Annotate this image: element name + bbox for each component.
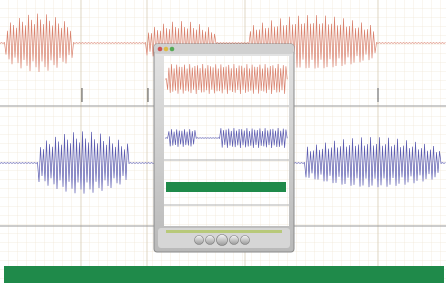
end-button[interactable] xyxy=(241,236,250,245)
title-bar xyxy=(154,44,294,54)
scrubber[interactable] xyxy=(166,230,282,233)
player-window xyxy=(154,44,294,252)
play-button[interactable] xyxy=(217,235,228,246)
rewind-button[interactable] xyxy=(195,236,204,245)
forward-button[interactable] xyxy=(230,236,239,245)
zoom-button[interactable] xyxy=(170,47,175,52)
back-button[interactable] xyxy=(206,236,215,245)
green-band xyxy=(4,266,444,283)
screenshot xyxy=(0,0,446,283)
close-button[interactable] xyxy=(158,47,163,52)
page: (() => { const svg = document.getElement… xyxy=(0,0,446,283)
minimize-button[interactable] xyxy=(164,47,169,52)
player-green-band xyxy=(166,182,286,192)
